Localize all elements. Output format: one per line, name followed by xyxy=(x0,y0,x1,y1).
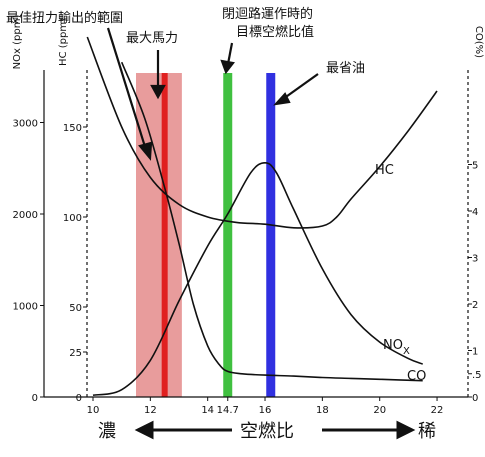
axis-tick-label: 0 xyxy=(472,393,478,404)
nox-ticks: 0 1000 2000 3000 xyxy=(13,119,44,404)
axis-tick-label: 1 xyxy=(472,347,478,358)
power-arrow-head xyxy=(150,84,166,100)
axis-tick-label: 3000 xyxy=(13,119,38,130)
co-axis-label: CO(%) xyxy=(473,26,484,58)
lean-label: 稀 xyxy=(418,421,436,442)
max-power-line xyxy=(161,73,168,397)
x-tick-label: 20 xyxy=(373,405,386,416)
x-tick-label: 18 xyxy=(316,405,329,416)
torque-arrow xyxy=(106,27,148,151)
economy-line xyxy=(266,73,276,397)
x-tick-label: 22 xyxy=(431,405,444,416)
series-nox-curve xyxy=(92,161,424,396)
hc-axis-label: HC (ppm) xyxy=(58,18,69,66)
rich-arrow-head xyxy=(134,420,154,440)
max-power-band xyxy=(136,73,182,397)
x-tick-label: 10 xyxy=(87,405,100,416)
axis-tick-label: 2000 xyxy=(13,210,38,221)
series-curves xyxy=(86,36,438,396)
annotation-arrows xyxy=(106,27,319,161)
x-axis-title: 空燃比 xyxy=(240,421,294,442)
axis-tick-label: 150 xyxy=(63,123,82,134)
axis-tick-label: 2 xyxy=(472,300,478,311)
x-tick-label: 12 xyxy=(144,405,157,416)
x-ticks: 10 12 14 14.7 16 18 20 22 xyxy=(87,397,444,416)
nox-label-main: NO xyxy=(383,338,403,353)
series-co-curve xyxy=(120,61,423,382)
closed-loop-arrow-head xyxy=(220,59,235,75)
economy-arrow-head xyxy=(273,92,291,106)
bottom-arrows xyxy=(134,420,416,440)
economy-arrow xyxy=(282,73,319,100)
nox-series-label: NOX xyxy=(383,338,410,357)
closed-loop-line xyxy=(223,73,233,397)
co-ticks: 0 .5 1 2 3 4 5 xyxy=(468,161,482,404)
lean-arrow-head xyxy=(396,420,416,440)
closed-loop-label-line: 目標空燃比值 xyxy=(236,24,314,40)
closed-loop-arrow xyxy=(226,42,234,65)
axis-tick-label: 25 xyxy=(69,348,82,359)
x-tick-label: 16 xyxy=(259,405,272,416)
nox-label-sub: X xyxy=(403,346,410,357)
torque-range-label: 最佳扭力輸出的範圍 xyxy=(6,10,123,26)
series-hc-curve xyxy=(86,36,438,229)
axis-tick-label: 50 xyxy=(69,303,82,314)
x-tick-label: 14.7 xyxy=(217,405,239,416)
rich-label: 濃 xyxy=(98,421,116,442)
co-series-label: CO xyxy=(407,369,426,384)
axis-tick-label: .5 xyxy=(472,370,482,381)
torque-arrow-head xyxy=(138,141,153,161)
axis-tick-label: 0 xyxy=(32,393,38,404)
hc-series-label: HC xyxy=(375,163,394,178)
economy-label: 最省油 xyxy=(326,61,365,76)
closed-loop-label: 閉迴路運作時的目標空燃比值 xyxy=(222,6,314,40)
max-power-label: 最大馬力 xyxy=(126,31,178,46)
axis-tick-label: 100 xyxy=(63,213,82,224)
nox-axis-label: NOx (ppm) xyxy=(12,15,23,70)
axis-tick-label: 0 xyxy=(76,393,82,404)
axis-tick-label: 3 xyxy=(472,254,478,265)
closed-loop-label-line: 閉迴路運作時的 xyxy=(222,6,313,22)
axis-tick-label: 4 xyxy=(472,207,478,218)
axis-tick-label: 5 xyxy=(472,161,478,172)
x-tick-label: 14 xyxy=(201,405,214,416)
axis-tick-label: 1000 xyxy=(13,302,38,313)
hc-ticks: 0 25 50 100 150 xyxy=(63,123,87,404)
